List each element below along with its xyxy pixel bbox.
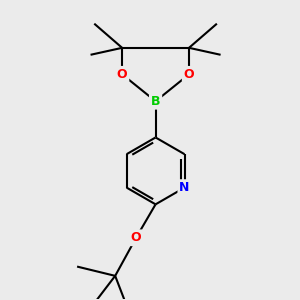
- Text: O: O: [131, 231, 141, 244]
- Text: O: O: [184, 68, 194, 81]
- Text: B: B: [151, 95, 160, 108]
- Text: N: N: [179, 181, 190, 194]
- Text: O: O: [117, 68, 128, 81]
